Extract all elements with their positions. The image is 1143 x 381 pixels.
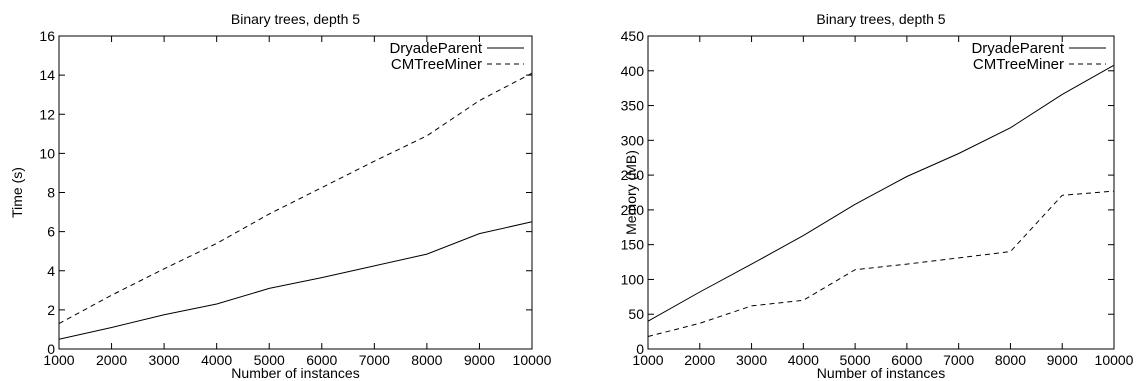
- chart-title: Binary trees, depth 5: [816, 11, 945, 27]
- y-axis-label: Time (s): [9, 167, 25, 218]
- series-line-cmtreeminer: [647, 190, 1115, 337]
- x-tick-label: 5000: [254, 352, 285, 368]
- x-tick-label: 9000: [464, 352, 495, 368]
- y-tick-label: 400: [621, 63, 645, 79]
- x-tick-label: 1000: [632, 352, 663, 368]
- x-tick-label: 5000: [840, 352, 871, 368]
- y-tick-label: 250: [621, 167, 645, 183]
- y-tick-label: 12: [39, 106, 55, 122]
- x-tick-label: 7000: [943, 352, 974, 368]
- x-tick-label: 7000: [359, 352, 390, 368]
- series-line-dryadeparent: [58, 221, 533, 340]
- legend-entry-label: DryadeParent: [389, 40, 482, 57]
- legend-entry-label: CMTreeMiner: [391, 56, 482, 73]
- x-tick-label: 1000: [43, 352, 74, 368]
- x-tick-label: 4000: [201, 352, 232, 368]
- y-tick-label: 150: [621, 237, 645, 253]
- memory-chart: Binary trees, depth 5 0 50 100 150 200 250 300 3…: [621, 11, 1134, 381]
- x-tick-label: 8000: [995, 352, 1026, 368]
- y-tick-label: 50: [628, 306, 644, 322]
- y-tick-label: 6: [47, 224, 55, 240]
- series-line-dryadeparent: [647, 64, 1115, 322]
- y-tick-label: 0: [636, 341, 644, 357]
- y-tick-label: 8: [47, 185, 55, 201]
- x-tick-label: 6000: [891, 352, 922, 368]
- x-tick-label: 3000: [736, 352, 767, 368]
- x-tick-label: 2000: [684, 352, 715, 368]
- time-chart: Binary trees, depth 5 0 2 4 6 8 10 12 14 16 1000 20…: [9, 11, 552, 381]
- x-tick-label: 10000: [1095, 352, 1134, 368]
- x-tick-label: 8000: [411, 352, 442, 368]
- legend-entry-label: CMTreeMiner: [973, 56, 1064, 73]
- plot-frame: [58, 35, 533, 350]
- x-axis-label: Number of instances: [817, 365, 945, 381]
- series-line-cmtreeminer: [58, 72, 533, 325]
- y-tick-label: 14: [39, 67, 55, 83]
- y-tick-label: 16: [39, 28, 55, 44]
- y-axis-label: Memory (MB): [623, 150, 639, 235]
- y-tick-label: 4: [47, 263, 55, 279]
- y-tick-label: 200: [621, 202, 645, 218]
- x-axis-label: Number of instances: [231, 365, 359, 381]
- y-tick-label: 450: [621, 28, 645, 44]
- x-tick-label: 10000: [513, 352, 552, 368]
- x-tick-label: 3000: [149, 352, 180, 368]
- y-tick-label: 2: [47, 302, 55, 318]
- x-tick-label: 4000: [788, 352, 819, 368]
- chart-title: Binary trees, depth 5: [231, 11, 360, 27]
- x-tick-label: 9000: [1047, 352, 1078, 368]
- y-tick-label: 300: [621, 132, 645, 148]
- y-tick-label: 350: [621, 98, 645, 114]
- plot-frame: [647, 35, 1115, 350]
- x-tick-label: 6000: [306, 352, 337, 368]
- y-tick-label: 10: [39, 145, 55, 161]
- y-tick-label: 100: [621, 271, 645, 287]
- legend-entry-label: DryadeParent: [971, 40, 1064, 57]
- y-tick-label: 0: [47, 341, 55, 357]
- x-tick-label: 2000: [96, 352, 127, 368]
